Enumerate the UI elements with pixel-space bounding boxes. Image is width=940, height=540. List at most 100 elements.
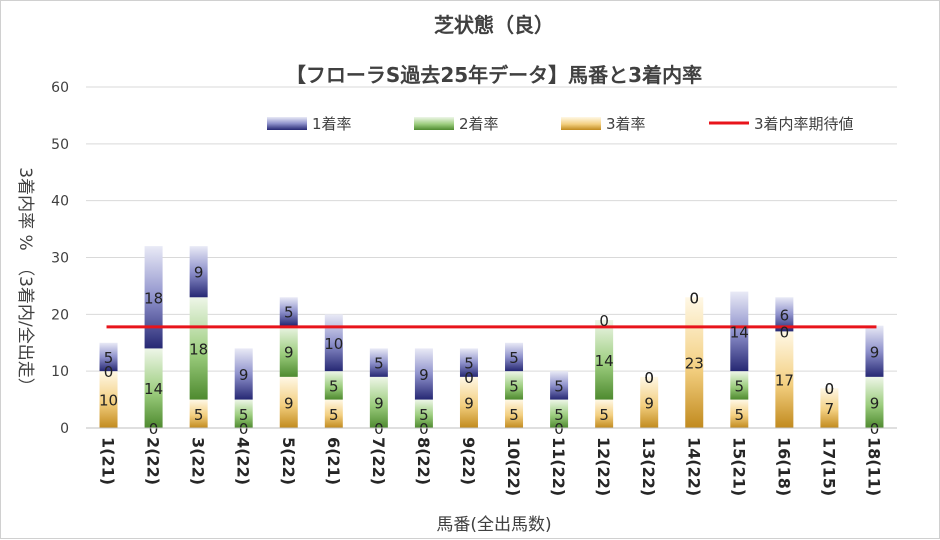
bar-3rd-10 [505, 399, 524, 428]
data-label-2nd-7: 9 [374, 394, 384, 412]
legend-swatch-3rd [561, 117, 601, 130]
data-label-1st-16: 6 [780, 306, 790, 324]
data-label-2nd-4: 5 [239, 406, 249, 424]
data-label-1st-5: 5 [284, 303, 294, 321]
x-tick-label-2: 2(22) [144, 437, 163, 485]
legend-swatch-2nd [414, 117, 454, 130]
bar-3rd-16 [775, 331, 794, 428]
chart-subtitle: 【フローラS過去25年データ】馬番と3着内率 [286, 63, 702, 87]
data-label-3rd-17: 7 [825, 400, 835, 418]
legend-label-1st: 1着率 [312, 115, 352, 133]
x-tick-label-7: 7(22) [369, 437, 388, 485]
bar-1st-6 [324, 314, 343, 372]
bar-1st-1 [99, 342, 118, 372]
x-tick-label-3: 3(22) [189, 437, 208, 485]
data-label-1st-17: 0 [825, 380, 835, 398]
data-label-1st-12: 0 [599, 312, 609, 330]
y-tick-label-40: 40 [51, 194, 69, 210]
chart-title: 芝状態（良） [434, 13, 554, 37]
x-tick-label-5: 5(22) [279, 437, 298, 485]
x-tick-label-18: 18(11) [864, 437, 883, 496]
data-label-1st-1: 5 [104, 349, 114, 367]
data-label-2nd-10: 5 [509, 377, 519, 395]
bar-1st-3 [189, 246, 208, 298]
data-label-1st-15: 14 [730, 323, 749, 341]
x-tick-label-17: 17(15) [819, 437, 838, 496]
bar-1st-5 [279, 297, 298, 326]
data-label-1st-4: 9 [239, 366, 249, 384]
legend-swatch-1st [267, 117, 307, 130]
data-label-1st-8: 9 [419, 366, 429, 384]
bar-1st-8 [414, 348, 433, 400]
data-label-3rd-1: 10 [99, 392, 118, 410]
data-label-2nd-18: 9 [870, 394, 880, 412]
bar-2nd-6 [324, 371, 343, 400]
x-tick-label-1: 1(21) [99, 437, 118, 485]
bar-2nd-10 [505, 371, 524, 400]
legend: 1着率 2着率 3着率 3着内率期待値 [267, 115, 854, 133]
y-axis-title: 3着内率 % （3着内/全出走） [15, 167, 35, 394]
bar-1st-15 [730, 291, 749, 372]
bar-3rd-15 [730, 399, 749, 428]
legend-label-2nd: 2着率 [459, 115, 499, 133]
legend-label-3rd: 3着率 [606, 115, 646, 133]
data-label-2nd-8: 5 [419, 406, 429, 424]
data-label-3rd-5: 9 [284, 394, 294, 412]
data-label-3rd-18: 0 [870, 420, 880, 438]
data-label-1st-13: 0 [644, 369, 654, 387]
data-label-3rd-14: 23 [685, 355, 704, 373]
data-label-2nd-6: 5 [329, 377, 339, 395]
data-label-3rd-7: 0 [374, 420, 384, 438]
data-label-3rd-9: 9 [464, 394, 474, 412]
data-label-2nd-3: 18 [189, 340, 208, 358]
data-label-2nd-1: 0 [104, 363, 114, 381]
bar-2nd-5 [279, 325, 298, 377]
bar-2nd-2 [144, 348, 163, 428]
x-tick-label-15: 15(21) [729, 437, 748, 496]
data-label-3rd-13: 9 [644, 394, 654, 412]
x-tick-label-14: 14(22) [684, 437, 703, 496]
data-label-1st-18: 9 [870, 343, 880, 361]
bar-3rd-5 [279, 376, 298, 428]
data-label-1st-9: 5 [464, 355, 474, 373]
bar-1st-18 [865, 325, 884, 377]
bar-3rd-17 [820, 388, 839, 428]
data-label-1st-7: 5 [374, 355, 384, 373]
bar-2nd-3 [189, 297, 208, 400]
x-tick-label-10: 10(22) [504, 437, 523, 496]
data-label-3rd-6: 5 [329, 406, 339, 424]
data-label-3rd-3: 5 [194, 406, 204, 424]
y-tick-label-60: 60 [51, 80, 69, 96]
bar-layer [99, 246, 884, 428]
data-label-2nd-14: 0 [689, 289, 699, 307]
bar-1st-7 [369, 348, 388, 377]
data-label-3rd-4: 0 [239, 420, 249, 438]
y-tick-label-50: 50 [51, 137, 69, 153]
bar-1st-10 [505, 342, 524, 372]
data-label-3rd-12: 5 [599, 406, 609, 424]
data-label-3rd-10: 5 [509, 406, 519, 424]
data-label-2nd-15: 5 [735, 377, 745, 395]
bar-2nd-4 [234, 399, 253, 428]
data-label-1st-14: 0 [689, 289, 699, 307]
x-axis-title: 馬番(全出馬数) [436, 515, 551, 535]
data-label-1st-2: 18 [144, 289, 163, 307]
bar-1st-4 [234, 348, 253, 400]
bar-1st-11 [550, 371, 569, 400]
bar-2nd-12 [595, 320, 614, 400]
y-tick-label-0: 0 [60, 421, 69, 437]
y-tick-label-20: 20 [51, 307, 69, 323]
data-label-2nd-13: 0 [644, 369, 654, 387]
bar-2nd-15 [730, 371, 749, 400]
bar-1st-9 [459, 348, 478, 377]
bar-2nd-11 [550, 399, 569, 428]
data-label-2nd-11: 5 [554, 406, 564, 424]
legend-label-expected: 3着内率期待値 [754, 115, 854, 133]
y-tick-label-30: 30 [51, 251, 69, 267]
x-tick-label-16: 16(18) [774, 437, 793, 496]
x-tick-label-8: 8(22) [414, 437, 433, 485]
bar-3rd-9 [459, 376, 478, 428]
data-label-3rd-11: 0 [554, 420, 564, 438]
